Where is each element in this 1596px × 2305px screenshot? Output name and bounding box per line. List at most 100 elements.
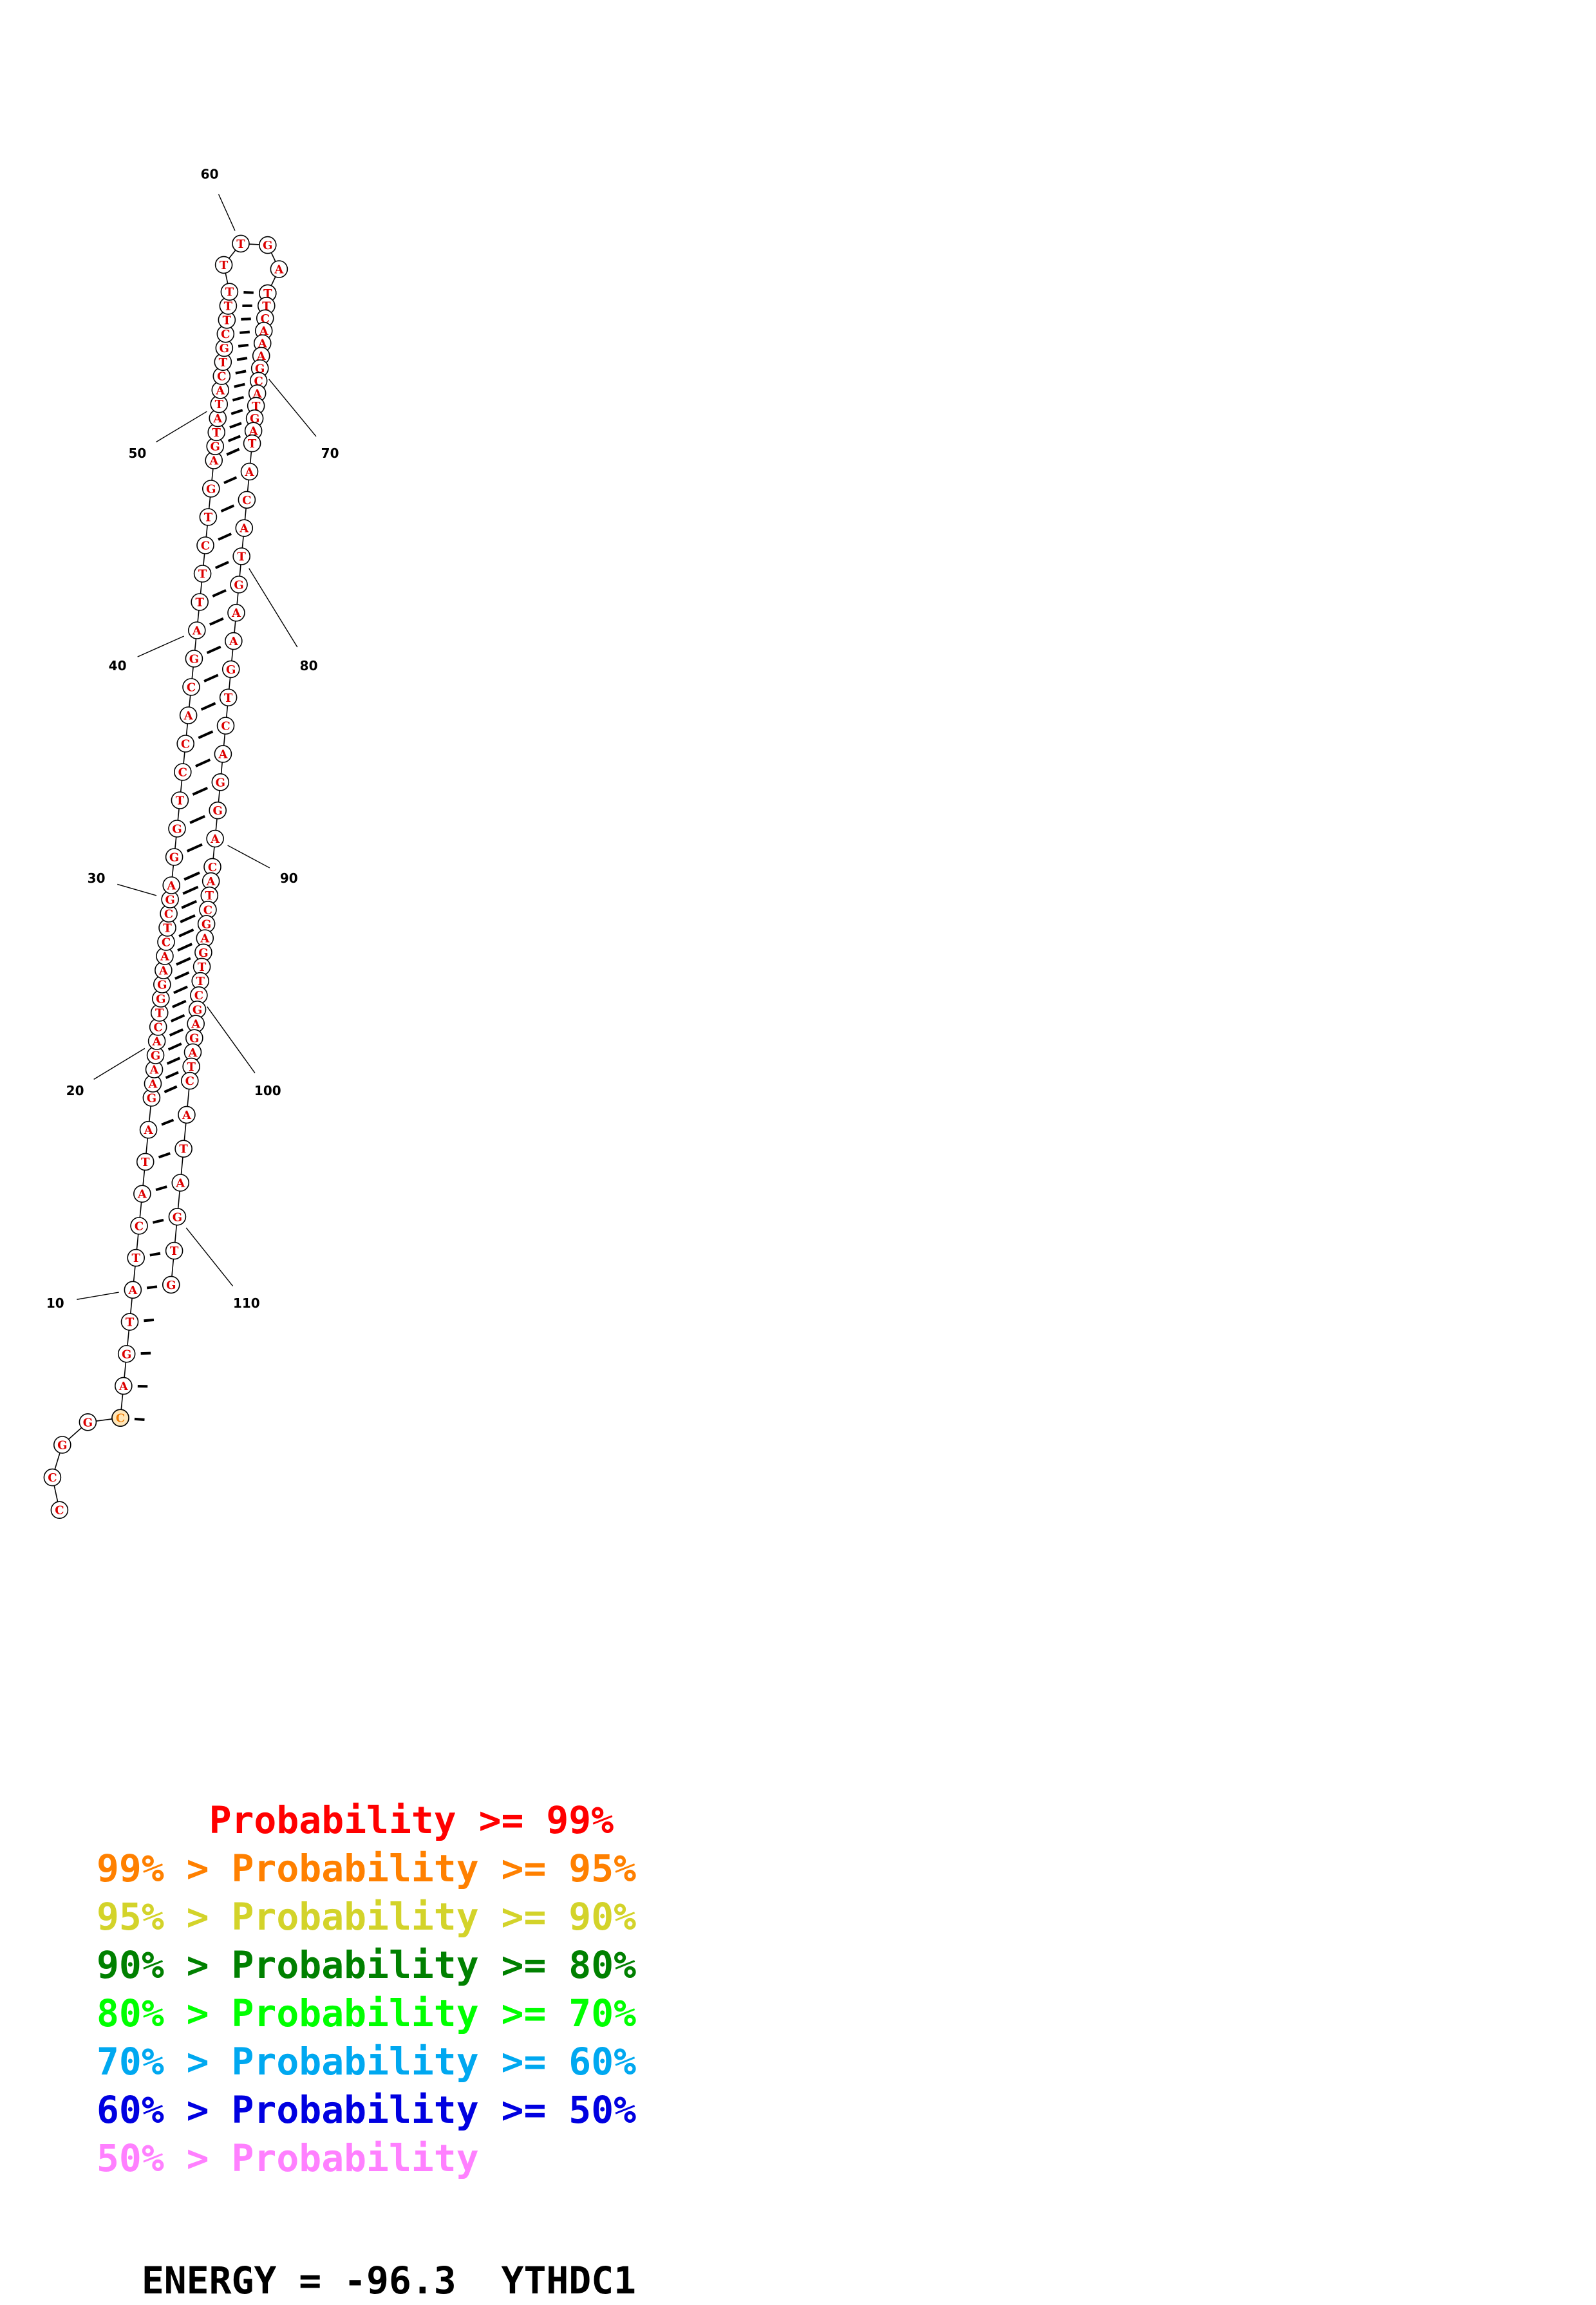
nucleotide-letter: T xyxy=(237,550,246,564)
nucleotide-letter: G xyxy=(165,894,174,907)
nucleotide: A xyxy=(214,746,231,762)
nucleotide-letter: G xyxy=(234,578,243,592)
nucleotide: A xyxy=(270,261,287,278)
nucleotide-letter: A xyxy=(239,522,249,536)
legend-row: 95% > Probability >= 90% xyxy=(97,1893,636,1941)
nucleotide-letter: A xyxy=(118,1380,129,1393)
nucleotide-letter: G xyxy=(122,1348,131,1361)
nucleotide: G xyxy=(54,1436,71,1453)
legend-row: 99% > Probability >= 95% xyxy=(97,1845,636,1893)
base-pair-bond xyxy=(173,1001,186,1007)
nucleotide: T xyxy=(216,256,232,273)
nucleotide-letter: G xyxy=(156,993,165,1006)
nucleotide-letter: C xyxy=(203,903,212,917)
nucleotide: A xyxy=(236,520,252,536)
nucleotide-letter: T xyxy=(198,568,207,581)
base-pair-lines xyxy=(135,292,254,1420)
nucleotide: A xyxy=(140,1122,157,1138)
nucleotide: G xyxy=(169,1209,185,1225)
nucleotide: A xyxy=(241,463,258,480)
nucleotide-letter: G xyxy=(211,440,220,454)
base-pair-bond xyxy=(227,449,239,455)
base-pair-bond xyxy=(165,1087,177,1093)
nucleotide: A xyxy=(134,1185,151,1202)
nucleotide: A xyxy=(180,707,197,724)
probability-legend: Probability >= 99%99% > Probability >= 9… xyxy=(97,1796,636,2183)
nucleotide-letter: A xyxy=(152,1035,162,1049)
nucleotide-letter: A xyxy=(175,1177,185,1190)
base-pair-bond xyxy=(238,345,249,346)
nucleotide: T xyxy=(232,235,249,252)
nucleotide-letter: G xyxy=(213,804,223,818)
nucleotide-letter: G xyxy=(83,1416,93,1429)
nucleotide: G xyxy=(259,237,276,254)
nucleotide-letter: G xyxy=(192,1003,202,1017)
nucleotide-letter: G xyxy=(226,663,236,677)
nucleotide-letter: A xyxy=(245,466,255,479)
nucleotide-letter: C xyxy=(208,861,217,874)
nucleotide-letter: A xyxy=(144,1124,154,1137)
nucleotide-letter: T xyxy=(187,1060,196,1074)
base-pair-bond xyxy=(174,987,187,993)
index-label: 80 xyxy=(300,658,318,673)
nucleotide-letter: A xyxy=(158,964,169,978)
nucleotide-letter: T xyxy=(198,961,207,974)
base-pair-bond xyxy=(162,1120,173,1124)
nucleotide-letter: A xyxy=(218,748,228,761)
nucleotide-letter: C xyxy=(181,738,190,751)
nucleotide-letter: A xyxy=(200,932,210,946)
nucleotide-letter: A xyxy=(212,412,223,426)
nucleotide-letter: C xyxy=(48,1471,57,1485)
nucleotide-letter: C xyxy=(221,720,230,733)
nucleotide-letter: G xyxy=(151,1049,160,1063)
nucleotide: T xyxy=(175,1140,192,1157)
index-tick xyxy=(94,1048,145,1079)
nucleotide: G xyxy=(163,1276,180,1293)
base-pair-bond xyxy=(231,410,243,414)
base-pair-bond xyxy=(234,384,245,387)
legend-row: 80% > Probability >= 70% xyxy=(97,1990,636,2038)
base-pair-bond xyxy=(178,944,192,950)
nucleotide-letter: G xyxy=(157,979,167,992)
nucleotide: G xyxy=(185,650,202,667)
nucleotide-letter: G xyxy=(202,917,211,931)
nucleotide-letter: C xyxy=(135,1219,144,1233)
base-pair-bond xyxy=(183,887,198,894)
nucleotide-letter: G xyxy=(166,1279,176,1292)
index-label: 30 xyxy=(88,870,106,886)
nucleotide: C xyxy=(183,679,200,695)
nucleotide-letter: A xyxy=(210,833,220,846)
nucleotide-letter: A xyxy=(209,455,219,468)
nucleotide-letter: G xyxy=(206,483,216,496)
index-label: 10 xyxy=(46,1295,64,1311)
nucleotide-letter: T xyxy=(212,426,221,440)
nucleotide-letter: C xyxy=(55,1504,64,1518)
nucleotide-letter: C xyxy=(201,540,210,553)
index-label: 60 xyxy=(201,167,219,182)
nucleotide-letter: T xyxy=(126,1316,135,1330)
nucleotide-letter: T xyxy=(155,1007,164,1021)
nucleotide-letter: T xyxy=(225,286,234,299)
base-pair-bond xyxy=(224,477,236,483)
nucleotide-letter: T xyxy=(195,596,204,610)
nucleotide-letter: G xyxy=(189,1032,199,1046)
base-pair-bond xyxy=(210,619,223,625)
nucleotide-letter: T xyxy=(163,922,172,936)
base-pair-bond xyxy=(166,1072,178,1078)
index-label: 20 xyxy=(66,1083,84,1098)
legend-row: Probability >= 99% xyxy=(97,1796,636,1845)
nucleotide: G xyxy=(118,1346,135,1362)
index-tick xyxy=(269,379,316,437)
nucleotide-letter: A xyxy=(147,1078,158,1091)
nucleotide: A xyxy=(163,877,180,894)
nucleotide: G xyxy=(203,480,220,497)
nucleotide: C xyxy=(174,764,191,780)
nucleotide-letter: G xyxy=(57,1439,67,1453)
base-pair-bond xyxy=(239,332,250,333)
nucleotide-letter: T xyxy=(219,356,228,370)
base-pair-bond xyxy=(190,816,205,823)
nucleotide: A xyxy=(189,622,205,639)
nucleotide-letter: C xyxy=(217,370,226,384)
base-pair-bond xyxy=(179,930,193,936)
nucleotide-letter: G xyxy=(220,342,229,355)
